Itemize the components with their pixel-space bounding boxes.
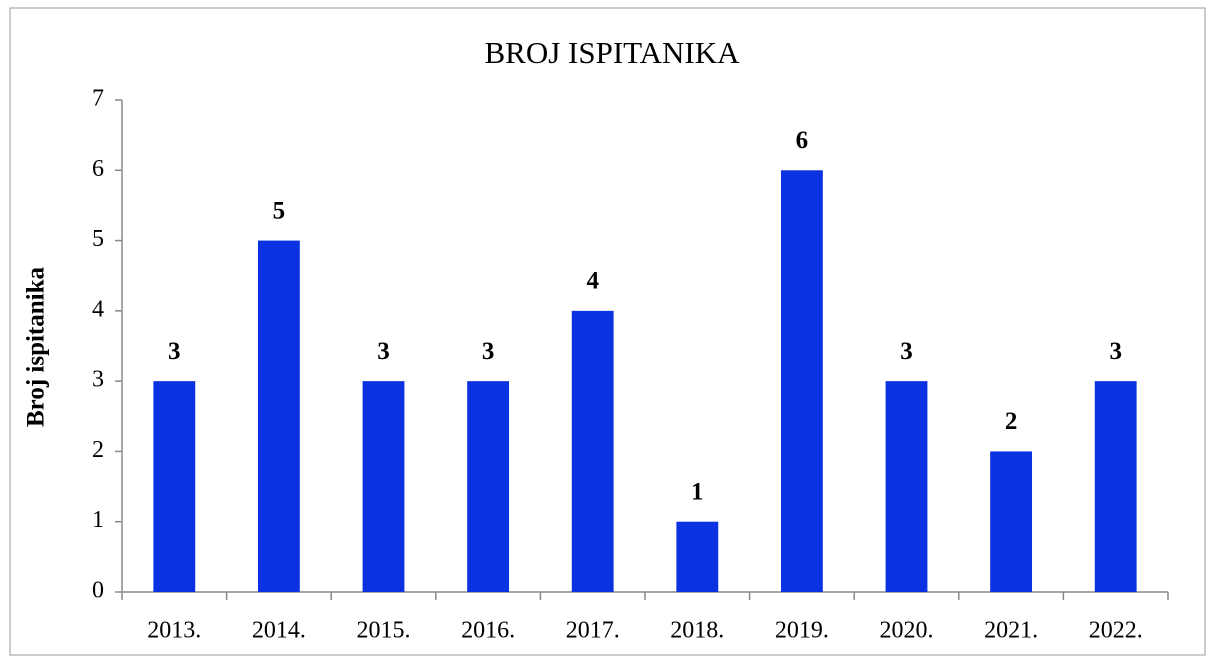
data-label: 3 [900, 338, 913, 365]
bar [362, 381, 405, 592]
bar [1094, 381, 1137, 592]
y-axis-label: Broj ispitanika [23, 267, 50, 427]
y-tick-label: 3 [92, 367, 104, 393]
data-label: 3 [1109, 338, 1122, 365]
x-tick-label: 2017. [566, 618, 620, 644]
y-tick-label: 6 [92, 156, 104, 182]
bar [571, 310, 614, 592]
bar [153, 381, 196, 592]
bar [467, 381, 510, 592]
y-tick-label: 1 [92, 507, 104, 533]
x-tick-label: 2022. [1089, 618, 1143, 644]
bar [676, 521, 719, 592]
y-tick-label: 5 [92, 226, 104, 252]
y-tick-label: 2 [92, 437, 104, 463]
bar [780, 170, 823, 593]
x-tick-label: 2019. [775, 618, 829, 644]
y-tick-label: 4 [92, 296, 104, 322]
bar [257, 240, 300, 593]
x-tick-label: 2018. [670, 618, 724, 644]
x-tick-label: 2014. [252, 618, 306, 644]
x-tick-label: 2016. [461, 618, 515, 644]
data-label: 6 [796, 127, 809, 154]
x-tick-label: 2013. [147, 618, 201, 644]
bar [990, 451, 1033, 592]
data-label: 3 [168, 338, 181, 365]
data-label: 4 [586, 268, 599, 295]
y-tick-label: 0 [92, 578, 104, 604]
data-label: 1 [691, 478, 704, 505]
x-tick-label: 2015. [357, 618, 411, 644]
x-tick-label: 2020. [880, 618, 934, 644]
chart-title: BROJ ISPITANIKA [484, 35, 740, 70]
data-label: 5 [273, 197, 286, 224]
x-tick-label: 2021. [984, 618, 1038, 644]
data-label: 3 [377, 338, 390, 365]
data-label: 3 [482, 338, 495, 365]
y-tick-label: 7 [92, 86, 104, 112]
bar [885, 381, 928, 592]
data-label: 2 [1005, 408, 1018, 435]
